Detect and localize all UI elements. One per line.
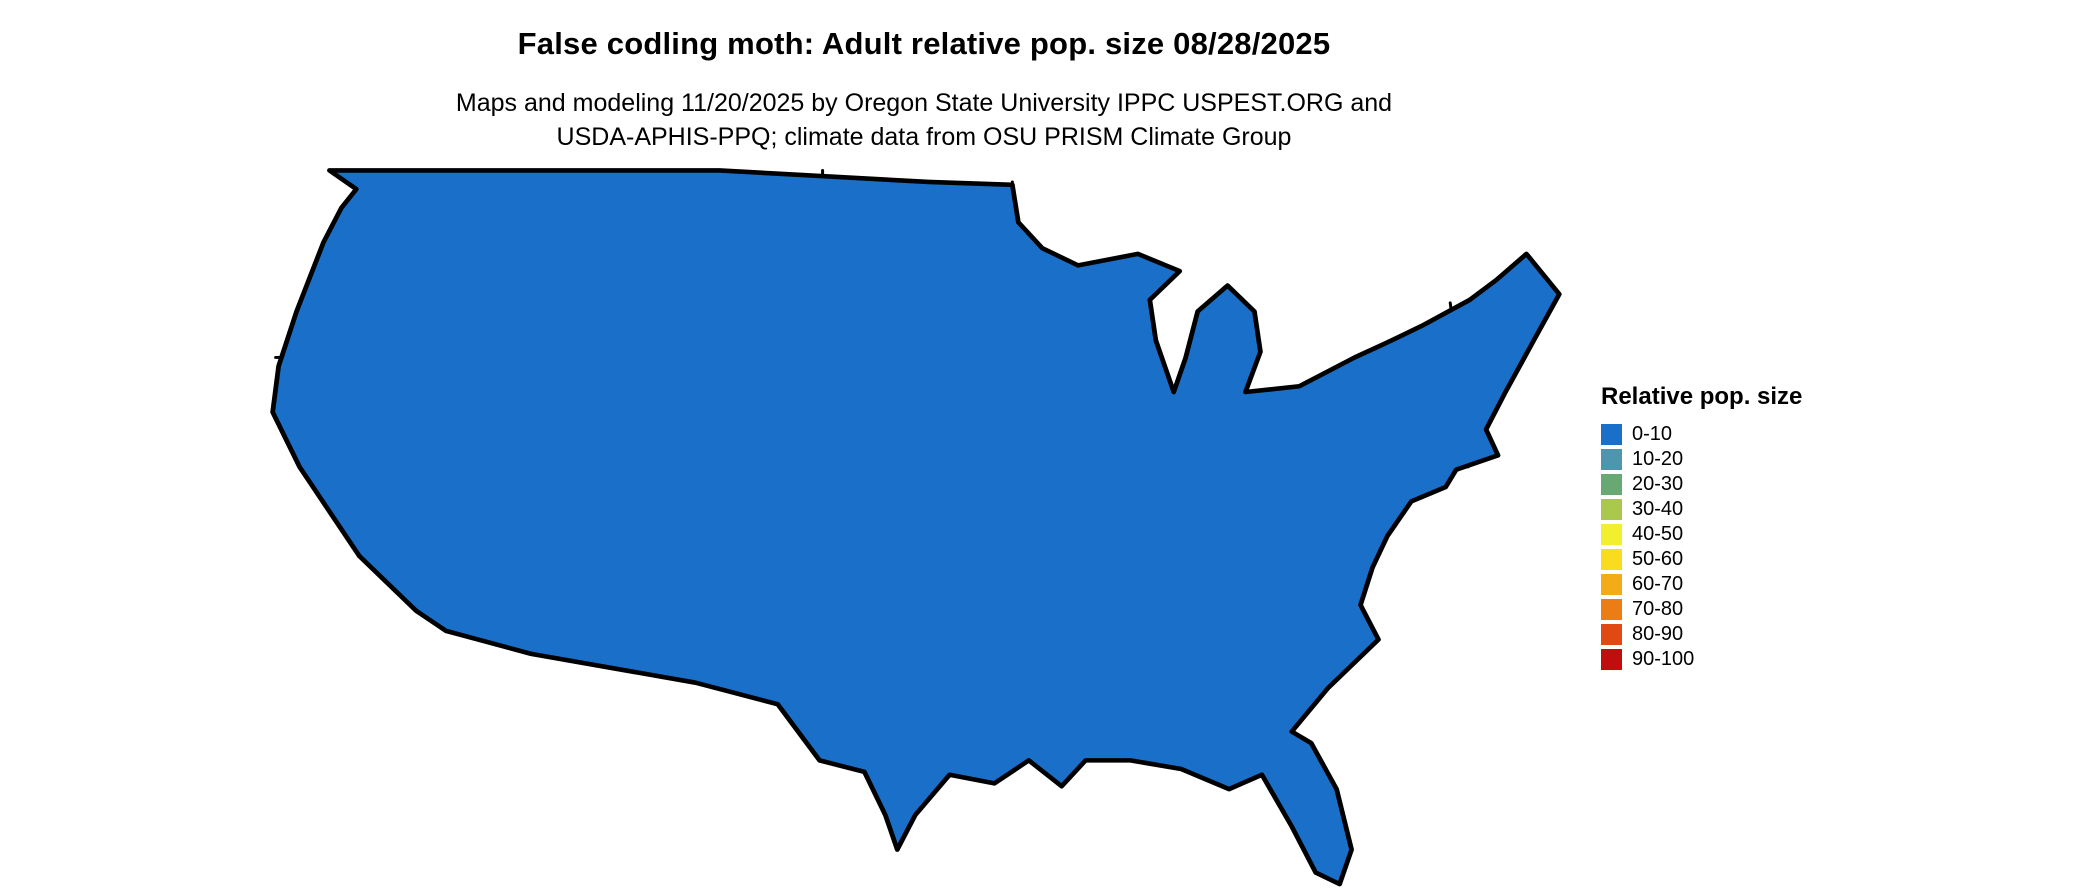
- legend-swatch: [1601, 599, 1622, 620]
- raster-cell: [1544, 363, 1551, 373]
- legend-swatch: [1601, 499, 1622, 520]
- legend-item: 70-80: [1601, 597, 1901, 622]
- legend-label: 10-20: [1632, 448, 1684, 470]
- raster-cell: [1187, 257, 1196, 269]
- raster-cell: [317, 537, 328, 548]
- legend-item: 30-40: [1601, 497, 1901, 522]
- legend-swatch: [1601, 474, 1622, 495]
- legend-label: 60-70: [1632, 573, 1684, 595]
- legend-items: 0-10 10-20 20-30 30-40 40-50 50-60 60-70 70-80 8…: [1601, 422, 1901, 672]
- legend-swatch: [1601, 574, 1622, 595]
- legend-item: 60-70: [1601, 572, 1901, 597]
- legend-label: 70-80: [1632, 598, 1684, 620]
- raster-cell: [1173, 339, 1183, 348]
- legend-label: 20-30: [1632, 473, 1684, 495]
- legend-swatch: [1601, 524, 1622, 545]
- subtitle-line-1: Maps and modeling 11/20/2025 by Oregon S…: [455, 89, 1393, 117]
- raster-cell: [1112, 243, 1121, 253]
- legend-label: 30-40: [1632, 498, 1684, 520]
- legend-item: 20-30: [1601, 472, 1901, 497]
- legend-swatch: [1601, 449, 1622, 470]
- raster-cell: [389, 599, 404, 610]
- subtitle-line-2: USDA-APHIS-PPQ; climate data from OSU PR…: [556, 123, 1292, 151]
- us-outline: [273, 170, 1560, 884]
- legend-swatch: [1601, 624, 1622, 645]
- raster-cell: [1179, 253, 1191, 266]
- legend-item: 10-20: [1601, 447, 1901, 472]
- raster-cell: [1114, 241, 1122, 251]
- legend-label: 90-100: [1632, 648, 1695, 670]
- legend-label: 50-60: [1632, 548, 1684, 570]
- raster-cell: [386, 593, 395, 607]
- legend-label: 40-50: [1632, 523, 1684, 545]
- legend-item: 40-50: [1601, 522, 1901, 547]
- raster-cell: [1168, 360, 1180, 368]
- legend-swatch: [1601, 649, 1622, 670]
- raster-cell: [383, 602, 394, 609]
- raster-cell: [1544, 361, 1552, 375]
- raster-cell: [381, 605, 394, 612]
- map-title: False codling moth: Adult relative pop. …: [517, 26, 1331, 61]
- raster-cell: [1379, 559, 1387, 570]
- legend-swatch: [1601, 424, 1622, 445]
- legend-label: 0-10: [1632, 423, 1673, 445]
- us-map-svg: [180, 110, 1637, 887]
- map-legend: Relative pop. size 0-10 10-20 20-30 30-40 40…: [1601, 383, 1901, 672]
- raster-cell: [1156, 325, 1174, 337]
- raster-cell: [364, 577, 379, 587]
- legend-label: 80-90: [1632, 623, 1684, 645]
- map-subtitle: Maps and modeling 11/20/2025 by Oregon S…: [0, 86, 1848, 154]
- legend-item: 80-90: [1601, 622, 1901, 647]
- legend-item: 50-60: [1601, 547, 1901, 572]
- us-map: [180, 110, 1637, 887]
- raster-cell: [315, 527, 327, 541]
- legend-title: Relative pop. size: [1601, 383, 1803, 410]
- raster-cell: [1174, 322, 1185, 334]
- raster-cell: [1149, 246, 1165, 256]
- raster-cell: [1179, 331, 1188, 340]
- legend-swatch: [1601, 549, 1622, 570]
- legend-item: 0-10: [1601, 422, 1901, 447]
- raster-cell: [378, 596, 387, 604]
- legend-item: 90-100: [1601, 647, 1901, 672]
